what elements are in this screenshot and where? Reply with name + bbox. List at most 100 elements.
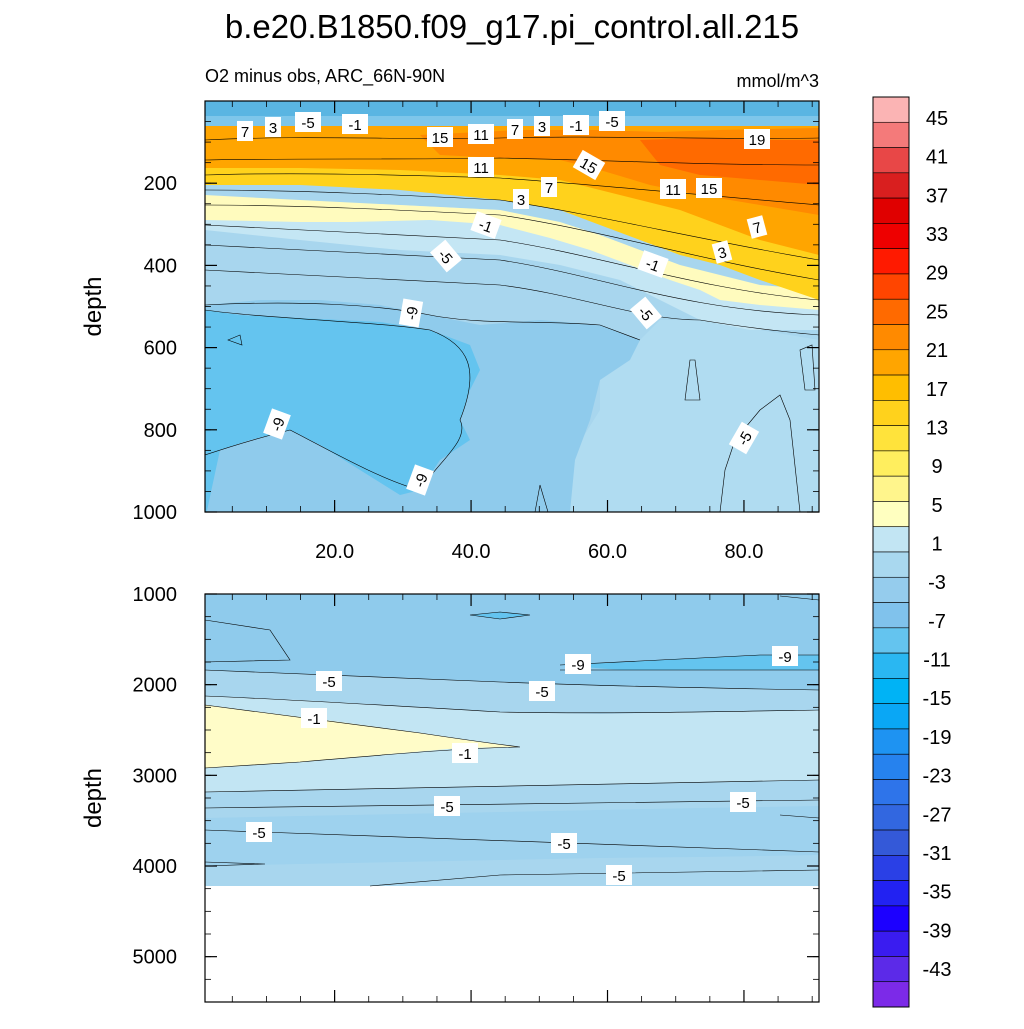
colorbar-label-15: -15 [923,688,952,710]
colorbar-box-19 [872,576,910,603]
upper-contour-label-bg [237,121,253,141]
upper-contour-label-19: -5 [429,239,463,273]
colorbar-label-5: 25 [926,301,948,323]
upper-contour-label-text: 15 [701,181,718,198]
lower-ytick-label-4: 5000 [133,947,178,969]
colorbar-label-6: 21 [926,340,948,362]
upper-ytick-label-3: 800 [144,420,177,442]
upper-ytick-label-4: 1000 [133,502,178,524]
upper-contour-label-bg [728,421,760,455]
upper-ytick-label-1: 400 [144,255,177,277]
colorbar-box-29 [872,829,910,856]
lower-contour-label-8: -5 [246,822,272,842]
lower-ytick-label-3: 4000 [133,856,178,878]
upper-contour-label-text: 7 [545,180,553,197]
lower-contour-label-bg [529,681,555,701]
lower-contour-label-bg [551,833,577,853]
upper-contour-label-bg [406,464,434,496]
lower-panel-fill [205,594,819,1002]
units-label: mmol/m^3 [737,71,819,91]
upper-contour-label-bg [572,149,606,181]
colorbar-box-20 [872,602,910,629]
colorbar-label-22: -43 [923,959,952,981]
upper-contour-label-14: 3 [513,189,529,209]
colorbar-box-31 [872,880,910,907]
lower-contour-label-4: -1 [301,708,327,728]
colorbar-label-20: -35 [923,882,952,904]
colorbar-label-4: 29 [926,263,948,285]
upper-xtick-label-3: 80.0 [724,541,763,563]
lower-contour-label-bg [730,792,756,812]
upper-contour-label-text: 11 [665,182,681,199]
lower-contour-label-1: -9 [772,646,798,666]
colorbar-label-2: 37 [926,185,948,207]
colorbar-label-17: -23 [923,766,952,788]
lower-contour-label-text: -5 [557,836,570,853]
lower-ytick-label-2: 3000 [133,765,178,787]
upper-contour-label-bg [696,178,722,198]
colorbar-label-7: 17 [926,379,948,401]
colorbar-box-35 [872,981,910,1008]
colorbar-frame [872,96,910,1008]
upper-ytick-label-2: 600 [144,338,177,360]
lower-contour-label-text: -5 [252,825,265,842]
upper-contour-label-text: -9 [268,415,289,433]
lower-contour-label-0: -9 [565,654,591,674]
lower-contour-label-2: -5 [316,671,342,691]
upper-contour-label-text: -5 [301,115,314,132]
colorbar-box-30 [872,855,910,881]
colorbar-label-18: -27 [923,804,952,826]
colorbar-box-6 [872,248,910,275]
colorbar-label-13: -7 [928,611,946,633]
colorbar-label-3: 33 [926,224,948,246]
lower-contour-label-text: -1 [307,711,320,728]
colorbar-label-11: 1 [931,534,942,556]
colorbar-box-3 [872,172,910,199]
lower-contour-label-6: -5 [434,796,460,816]
upper-contour-label-16: 15 [696,178,722,198]
upper-contour-label-text: 7 [511,122,519,139]
lower-contour-label-bg [452,743,478,763]
upper-contour-label-bg [507,119,523,139]
upper-contour-label-12: 15 [572,149,606,181]
colorbar-box-25 [872,728,910,755]
lower-ytick-label-1: 2000 [133,675,178,697]
colorbar-label-10: 5 [931,495,942,517]
lower-contour-label-text: -5 [612,868,625,885]
upper-contour-label-bg [541,177,557,197]
lower-ylabel: depth [80,768,107,828]
upper-contour-label-bg [470,211,502,239]
colorbar-box-21 [872,627,910,654]
upper-ytick-label-0: 200 [144,173,177,195]
lower-contour-label-text: -5 [440,799,453,816]
colorbar-box-1 [872,121,910,148]
upper-contour-label-10: 19 [744,129,770,149]
upper-fill-plus19 [640,138,819,185]
upper-contour-label-text: 15 [432,130,449,147]
lower-contour-label-text: -9 [571,657,584,674]
colorbar-box-12 [872,400,910,426]
lower-fill-plus1 [205,705,520,768]
upper-contour-label-21: -1 [637,250,669,278]
lower-contour-label-bg [606,865,632,885]
upper-contour-label-bg [342,114,368,134]
upper-xtick-label-1: 40.0 [452,541,491,563]
upper-fill-minus1 [205,205,819,330]
colorbar-label-1: 41 [926,147,948,169]
lower-contour-label-bg [434,796,460,816]
upper-contour-label-bg [746,215,768,239]
colorbar-box-22 [872,652,910,679]
colorbar-box-34 [872,956,910,983]
lower-contour-label-text: -5 [535,684,548,701]
colorbar-box-28 [872,804,910,831]
upper-fill-plus1 [205,195,819,310]
upper-contour-label-11: 11 [468,157,494,177]
upper-contour-label-23: -5 [629,296,663,330]
colorbar-label-21: -39 [923,920,952,942]
lower-contour-label-bg [772,646,798,666]
upper-contour-label-bg [427,127,453,147]
upper-contour-label-bg [468,157,494,177]
upper-contour-label-text: -9 [411,471,432,489]
